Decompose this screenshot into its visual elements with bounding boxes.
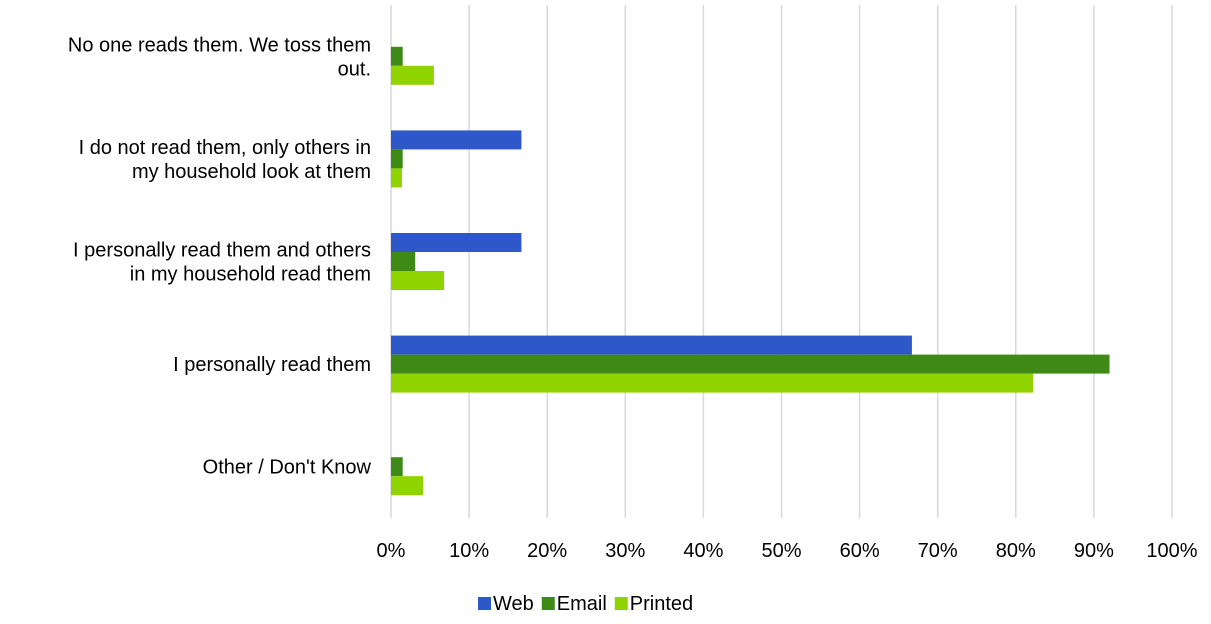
legend-swatch-web: [478, 597, 491, 610]
bar-email: [391, 457, 403, 477]
bar-printed: [391, 65, 434, 85]
bar-email: [391, 252, 416, 271]
category-label: out.: [338, 58, 371, 80]
bar-web: [391, 335, 912, 355]
x-tick-label: 20%: [527, 540, 567, 562]
bar-email: [391, 354, 1110, 374]
bar-web: [391, 233, 522, 252]
category-label: No one reads them. We toss them: [68, 34, 371, 56]
bar-email: [391, 149, 403, 169]
bar-printed: [391, 168, 402, 188]
x-tick-label: 30%: [605, 540, 645, 562]
x-tick-label: 90%: [1074, 540, 1114, 562]
legend-swatch-email: [541, 597, 555, 610]
category-label: in my household read them: [130, 264, 371, 286]
category-label: Other / Don't Know: [203, 457, 372, 479]
x-tick-label: 100%: [1146, 540, 1197, 562]
x-tick-label: 40%: [683, 540, 723, 562]
legend-label-web: Web: [493, 593, 534, 615]
x-tick-label: 10%: [449, 540, 489, 562]
legend-label-printed: Printed: [630, 593, 693, 615]
bar-printed: [391, 476, 424, 496]
legend-swatch-printed: [614, 597, 628, 610]
x-tick-label: 60%: [840, 540, 880, 562]
bar-printed: [391, 271, 445, 290]
legend-label-email: Email: [557, 593, 607, 615]
bar-email: [391, 46, 403, 66]
x-tick-label: 0%: [377, 540, 406, 562]
category-label: I personally read them: [173, 354, 371, 376]
legend: Web Email Printed: [478, 593, 693, 615]
category-label: my household look at them: [132, 161, 371, 183]
category-label: I personally read them and others: [73, 240, 371, 262]
x-tick-label: 50%: [761, 540, 801, 562]
x-axis-tick-labels: 0% 10% 20% 30% 40% 50% 60% 70% 80% 90% 100%: [377, 540, 1198, 562]
x-tick-label: 70%: [918, 540, 958, 562]
grid-lines: [390, 5, 1173, 518]
x-tick-label: 80%: [996, 540, 1036, 562]
bar-web: [391, 130, 522, 150]
category-label: I do not read them, only others in: [79, 137, 371, 159]
bars-group: [391, 46, 1110, 496]
bar-printed: [391, 373, 1033, 393]
